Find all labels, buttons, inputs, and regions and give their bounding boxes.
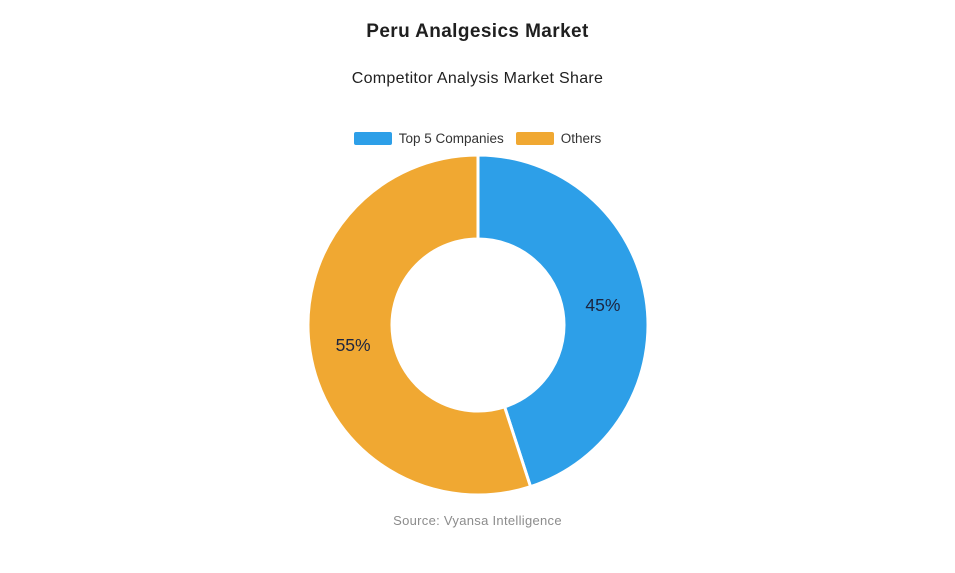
legend-label-others: Others — [560, 131, 602, 146]
source-note: Source: Vyansa Intelligence — [393, 513, 562, 528]
donut-series: 45% 55% — [306, 153, 650, 497]
donut-slice-top-5-companies[interactable] — [476, 153, 650, 489]
legend-label-top-5-companies: Top 5 Companies — [398, 131, 504, 146]
donut-slice-others[interactable] — [306, 153, 533, 497]
slice-value-label-others: 55% — [336, 335, 371, 355]
chart-subtitle: Competitor Analysis Market Share — [351, 70, 604, 87]
page-title: Peru Analgesics Market — [366, 21, 589, 42]
legend-swatch-top-5-companies — [353, 132, 392, 145]
legend-item-top-5-companies[interactable]: Top 5 Companies — [353, 131, 504, 146]
slice-value-label-top-5-companies: 45% — [585, 295, 620, 315]
legend: Top 5 Companies Others — [0, 131, 955, 146]
legend-swatch-others — [515, 132, 554, 145]
legend-item-others[interactable]: Others — [515, 131, 602, 146]
